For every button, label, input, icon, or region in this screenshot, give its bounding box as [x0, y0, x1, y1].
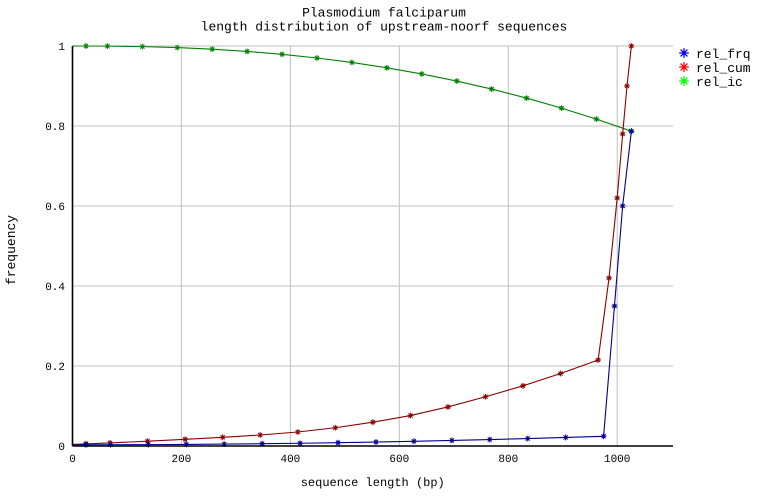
svg-text:0.8: 0.8: [45, 122, 65, 134]
svg-text:length distribution of upstrea: length distribution of upstream-noorf se…: [201, 20, 568, 35]
svg-text:600: 600: [389, 454, 409, 466]
svg-text:800: 800: [498, 454, 518, 466]
svg-text:1: 1: [58, 42, 65, 54]
svg-text:frequency: frequency: [4, 215, 19, 285]
svg-text:200: 200: [171, 454, 191, 466]
svg-text:rel_frq: rel_frq: [696, 47, 751, 62]
svg-text:rel_cum: rel_cum: [696, 61, 751, 76]
svg-text:0.4: 0.4: [45, 282, 65, 294]
svg-text:0.2: 0.2: [45, 362, 65, 374]
svg-text:0: 0: [69, 454, 76, 466]
svg-text:400: 400: [280, 454, 300, 466]
svg-text:Plasmodium falciparum: Plasmodium falciparum: [302, 6, 466, 21]
svg-text:rel_ic: rel_ic: [696, 75, 743, 90]
svg-text:sequence length (bp): sequence length (bp): [301, 476, 445, 490]
svg-text:1000: 1000: [604, 454, 630, 466]
svg-text:0.6: 0.6: [45, 202, 65, 214]
svg-text:0: 0: [58, 442, 65, 454]
